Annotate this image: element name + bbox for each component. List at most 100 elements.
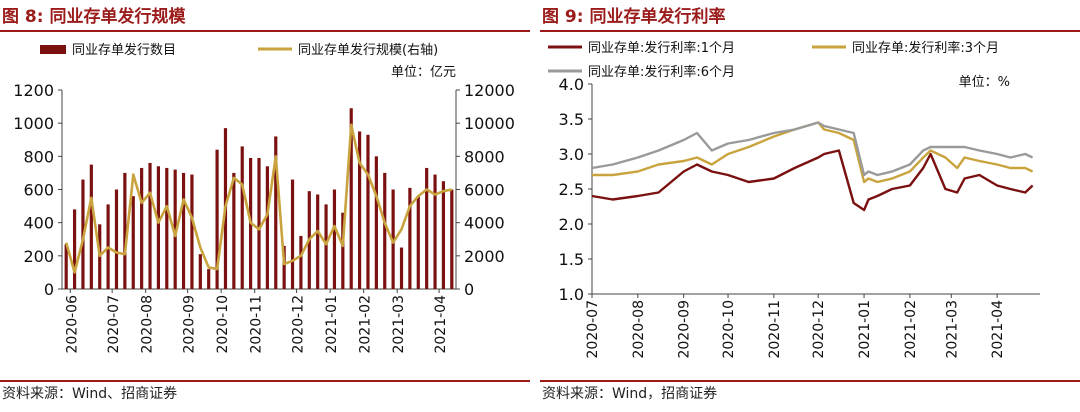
- y-tick-label: 2.0: [559, 215, 584, 234]
- figure-9-source: 资料来源：Wind，招商证券: [542, 386, 718, 402]
- legend-label-volume: 同业存单发行规模(右轴): [298, 42, 438, 58]
- legend-label-1m: 同业存单:发行利率:1个月: [588, 40, 735, 56]
- x-tick-label: 2021-03: [391, 295, 407, 354]
- x-tick-label: 2020-11: [249, 295, 265, 354]
- y-left-tick-label: 0: [44, 280, 54, 299]
- bar-issuance-count: [441, 181, 446, 289]
- bar-issuance-count: [131, 196, 135, 289]
- bar-issuance-count: [366, 134, 370, 289]
- y-tick-label: 4.0: [559, 75, 584, 94]
- issuance-volume-chart: 同业存单发行数目 同业存单发行规模(右轴) 单位：亿元 0 200 400 600 800 10…: [13, 42, 515, 354]
- legend-label-6m: 同业存单:发行利率:6个月: [588, 64, 735, 80]
- bar-issuance-count: [165, 167, 169, 289]
- x-tick-label: 2020-12: [811, 300, 827, 359]
- x-tick-label: 2021-01: [857, 300, 873, 359]
- line-rate-1m: [591, 149, 1034, 212]
- y-right-tick-label: 8000: [464, 147, 505, 166]
- figure-8-panel: 图 8: 同业存单发行规模 同业存单发行数目 同业存单发行规模(右轴) 单位：亿元 0…: [0, 0, 530, 412]
- bar-issuance-count: [148, 162, 152, 289]
- x-tick-label: 2020-07: [106, 295, 122, 354]
- bar-issuance-count: [416, 196, 420, 289]
- source-rule: [540, 380, 1080, 382]
- y-tick-label: 3.5: [559, 110, 584, 129]
- bar-issuance-count: [123, 172, 127, 289]
- bar-issuance-count: [72, 209, 77, 289]
- bar-issuance-count: [341, 212, 345, 289]
- bar-issuance-count: [232, 172, 236, 289]
- figure-9-panel: 图 9: 同业存单发行利率 同业存单:发行利率:1个月 同业存单:发行利率:3个月…: [540, 0, 1080, 412]
- bar-issuance-count: [358, 131, 362, 289]
- figure-8-source: 资料来源：Wind、招商证券: [2, 386, 178, 402]
- x-tick-label: 2020-10: [215, 295, 231, 354]
- title-rule: [540, 30, 1080, 32]
- title-rule: [0, 30, 530, 32]
- bar-issuance-count: [324, 204, 328, 289]
- y-right-tick-label: 12000: [464, 81, 515, 100]
- bar-issuance-count: [198, 254, 202, 289]
- x-tick-label: 2020-07: [585, 300, 601, 359]
- bar-issuance-count: [349, 108, 353, 289]
- bar-issuance-count: [290, 179, 295, 289]
- bar-issuance-count: [332, 189, 337, 289]
- bar-issuance-count: [207, 269, 211, 289]
- legend-swatch-count: [40, 45, 66, 54]
- figure-9-title: 图 9: 同业存单发行利率: [542, 7, 726, 27]
- y-tick-label: 2.5: [559, 180, 584, 199]
- line-issuance-volume: [64, 123, 453, 274]
- line-rate-6m: [591, 121, 1034, 177]
- line-rate-3m: [592, 121, 1034, 184]
- legend-label-count: 同业存单发行数目: [72, 42, 176, 58]
- x-tick-label: 2021-04: [990, 300, 1006, 359]
- y-left-tick-label: 1200: [13, 81, 54, 100]
- x-tick-label: 2021-01: [324, 295, 340, 354]
- bar-issuance-count: [190, 174, 194, 289]
- bar-issuance-count: [265, 166, 269, 289]
- bar-issuance-count: [399, 247, 404, 289]
- y-right-tick-label: 6000: [464, 181, 505, 200]
- x-tick-label: 2021-02: [903, 300, 919, 359]
- bar-issuance-count: [156, 166, 160, 289]
- y-right-tick-label: 4000: [464, 214, 505, 233]
- bar-issuance-count: [215, 149, 219, 289]
- bar-issuance-count: [391, 189, 395, 289]
- bar-issuance-count: [374, 156, 378, 289]
- bar-issuance-count: [257, 157, 261, 289]
- x-tick-label: 2020-10: [721, 300, 737, 359]
- source-rule: [0, 380, 530, 382]
- unit-label: 单位：%: [959, 75, 1010, 90]
- x-tick-label: 2020-08: [631, 300, 647, 359]
- x-tick-label: 2021-04: [433, 295, 449, 354]
- bar-issuance-count: [274, 136, 278, 289]
- y-right-tick-label: 10000: [464, 114, 515, 133]
- bar-issuance-count: [433, 174, 437, 289]
- y-left-tick-label: 600: [23, 181, 54, 200]
- y-tick-label: 3.0: [559, 145, 584, 164]
- bar-issuance-count: [383, 172, 387, 289]
- x-tick-label: 2021-02: [358, 295, 374, 354]
- y-left-tick-label: 1000: [13, 114, 54, 133]
- x-tick-label: 2020-08: [140, 295, 156, 354]
- bar-issuance-count: [140, 167, 144, 289]
- bar-issuance-count: [64, 244, 68, 289]
- bar-issuance-count: [173, 169, 177, 289]
- x-tick-label: 2020-09: [182, 295, 198, 354]
- legend-label-3m: 同业存单:发行利率:3个月: [852, 40, 999, 56]
- x-tick-label: 2021-03: [944, 300, 960, 359]
- y-right-tick-label: 2000: [464, 247, 505, 266]
- y-left-tick-label: 400: [23, 214, 54, 233]
- figure-8-title: 图 8: 同业存单发行规模: [2, 7, 186, 27]
- x-tick-label: 2020-06: [64, 295, 80, 354]
- unit-label: 单位：亿元: [391, 65, 456, 80]
- bar-issuance-count: [240, 146, 244, 289]
- issuance-rate-chart: 同业存单:发行利率:1个月 同业存单:发行利率:3个月同业存单:发行利率:6个月单…: [548, 40, 1040, 359]
- y-left-tick-label: 800: [23, 147, 54, 166]
- bar-issuance-count: [450, 189, 454, 289]
- bar-issuance-count: [114, 189, 119, 289]
- y-left-tick-label: 200: [23, 247, 54, 266]
- y-tick-label: 1.5: [559, 250, 584, 269]
- bar-issuance-count: [89, 164, 93, 289]
- bar-issuance-count: [181, 172, 186, 289]
- bar-issuance-count: [408, 187, 412, 289]
- bar-issuance-count: [299, 235, 303, 289]
- bar-issuance-count: [425, 167, 429, 289]
